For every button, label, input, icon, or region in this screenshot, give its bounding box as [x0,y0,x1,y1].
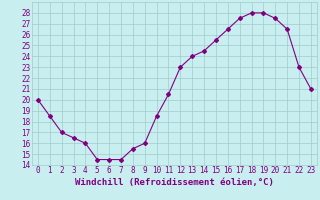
X-axis label: Windchill (Refroidissement éolien,°C): Windchill (Refroidissement éolien,°C) [75,178,274,187]
